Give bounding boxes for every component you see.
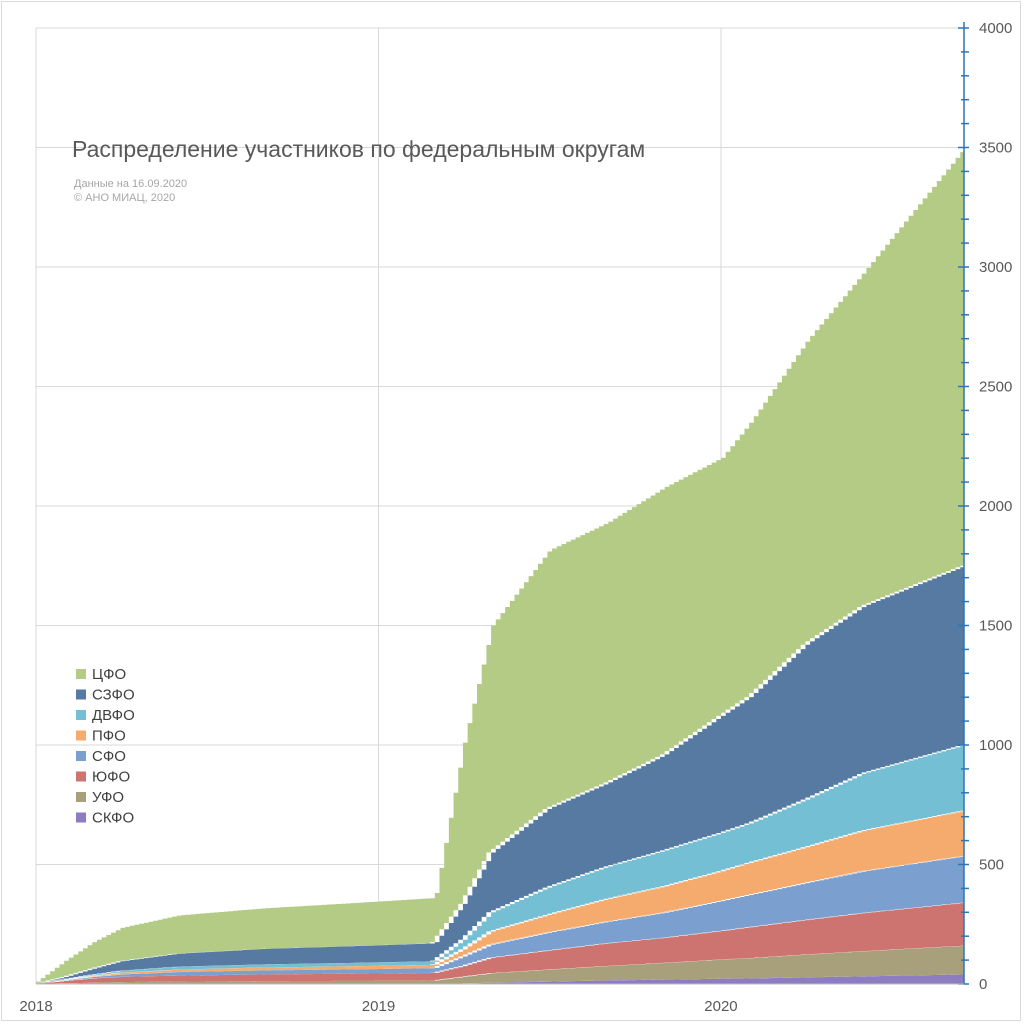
legend-label: ПФО [92, 728, 126, 745]
area-series-СЗФО [36, 565, 964, 984]
legend-label: ЦФО [92, 666, 126, 683]
y-axis: 0 500 1000 1500 2000 2500 3000 3500 4000 [36, 20, 1012, 993]
legend-item: ЮФО [76, 769, 130, 786]
legend-item: УФО [76, 789, 124, 806]
legend-label: ЮФО [92, 769, 130, 786]
area-series-СФО [36, 856, 964, 984]
legend-item: СКФО [76, 810, 134, 827]
y-tick-label: 0 [979, 976, 987, 993]
legend-swatch [76, 751, 86, 761]
legend-swatch [76, 669, 86, 679]
legend-label: СЗФО [92, 687, 135, 704]
y-tick-label: 3500 [979, 140, 1012, 157]
y-tick-label: 4000 [979, 20, 1012, 37]
area-series-ЮФО [36, 902, 964, 984]
legend-label: УФО [92, 789, 124, 806]
legend-item: СФО [76, 748, 126, 765]
x-axis: 2018 2019 2020 [19, 998, 737, 1015]
legend-swatch [76, 730, 86, 741]
x-tick-label: 2019 [362, 998, 395, 1015]
legend-swatch [76, 812, 86, 823]
chart-note-copyright: © АНО МИАЦ, 2020 [74, 192, 175, 204]
legend-label: СФО [92, 748, 126, 765]
area-series-СКФО [36, 974, 964, 984]
y-tick-label: 2000 [979, 498, 1012, 515]
legend-swatch [76, 792, 86, 802]
area-series-УФО [36, 945, 964, 984]
legend-swatch [76, 710, 86, 720]
area-series-ЦФО [36, 147, 964, 984]
legend: ЦФО СЗФО ДВФО ПФО СФО ЮФО УФО СКФО [76, 666, 135, 827]
y-tick-label: 2500 [979, 379, 1012, 396]
legend-item: СЗФО [76, 687, 135, 704]
legend-swatch [76, 689, 86, 700]
legend-label: СКФО [92, 810, 134, 827]
x-tick-label: 2020 [704, 998, 737, 1015]
legend-label: ДВФО [92, 707, 135, 724]
y-tick-label: 1500 [979, 618, 1012, 635]
legend-item: ПФО [76, 728, 126, 745]
y-tick-label: 500 [979, 857, 1004, 874]
chart-note-date: Данные на 16.09.2020 [74, 178, 187, 190]
y-tick-label: 3000 [979, 259, 1012, 276]
legend-item: ДВФО [76, 707, 135, 724]
x-tick-label: 2018 [19, 998, 52, 1015]
chart-title: Распределение участников по федеральным … [72, 136, 645, 162]
grid-layer [35, 27, 964, 984]
area-layer [36, 147, 964, 984]
y-tick-label: 1000 [979, 737, 1012, 754]
legend-item: ЦФО [76, 666, 126, 683]
legend-swatch [76, 771, 86, 782]
